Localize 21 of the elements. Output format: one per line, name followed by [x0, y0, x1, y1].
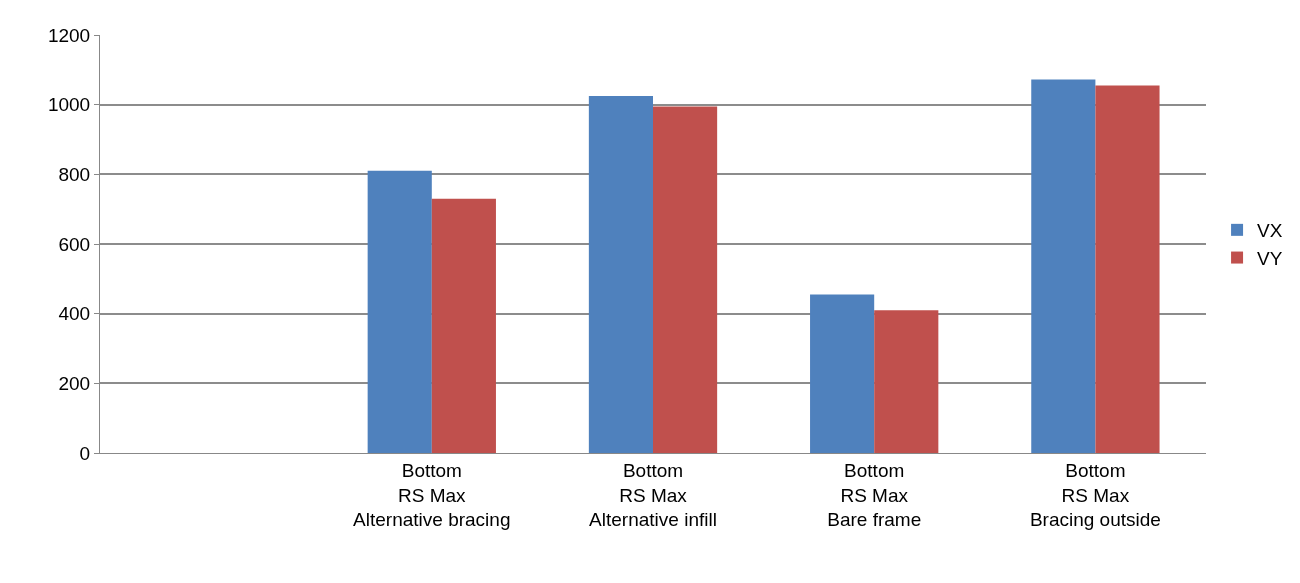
y-tick-label: 1200	[47, 24, 91, 46]
bar	[874, 310, 939, 453]
x-tick-label: Bottom RS Max Alternative infill	[589, 459, 717, 531]
bar	[588, 95, 653, 453]
bar	[431, 198, 496, 453]
y-tick-label: 600	[58, 233, 91, 255]
x-tick-label: Bottom RS Max Bracing outside	[1029, 459, 1161, 531]
x-tick-label: Bottom RS Max Alternative bracing	[353, 459, 511, 531]
y-tick-label: 400	[58, 303, 91, 325]
y-tick-label: 0	[79, 442, 91, 464]
legend-label: VX	[1257, 220, 1283, 242]
bar	[367, 170, 432, 453]
x-tick-label: Bottom RS Max Bare frame	[827, 459, 922, 531]
bar	[1031, 79, 1096, 453]
bar	[653, 106, 718, 453]
bar	[810, 294, 875, 453]
legend-label: VY	[1257, 247, 1283, 269]
y-tick-label: 1000	[47, 94, 91, 116]
bar	[1095, 85, 1160, 453]
y-tick-label: 200	[58, 372, 91, 394]
y-tick-label: 800	[58, 163, 91, 185]
